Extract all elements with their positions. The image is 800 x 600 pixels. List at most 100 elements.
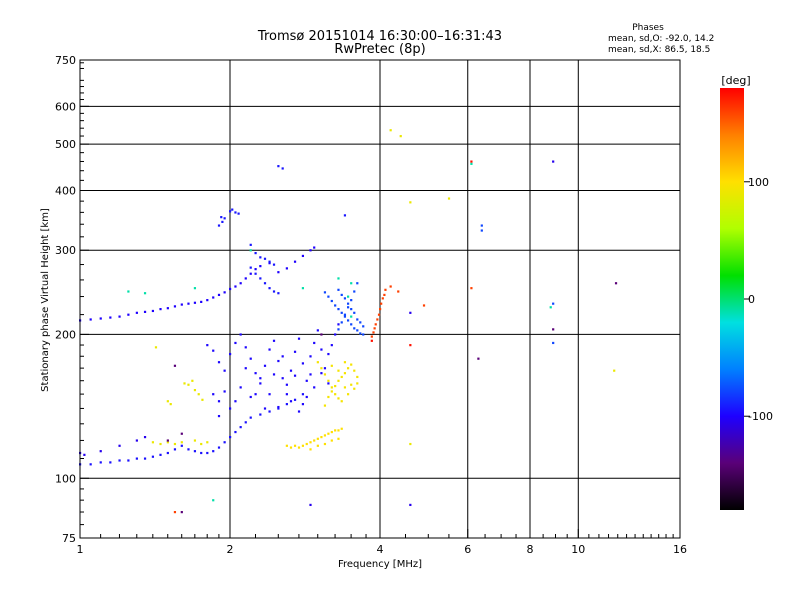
echo-point: [151, 441, 155, 444]
echo-point: [249, 395, 252, 399]
echo-point: [173, 448, 177, 451]
echo-point: [350, 282, 353, 285]
echo-point: [244, 277, 247, 280]
echo-point: [234, 400, 237, 403]
echo-point: [480, 229, 483, 232]
echo-point: [340, 321, 343, 324]
echo-point: [370, 335, 373, 338]
echo-point: [173, 511, 177, 514]
echo-point: [237, 212, 240, 215]
echo-point: [399, 135, 402, 138]
x-tick-label: 1: [77, 543, 84, 556]
echo-point: [289, 446, 293, 449]
echo-point: [613, 369, 616, 372]
echo-point: [234, 285, 237, 288]
echo-point: [277, 407, 280, 410]
echo-point: [353, 369, 356, 372]
echo-point: [268, 393, 271, 396]
echo-point: [330, 386, 333, 389]
echo-point: [200, 300, 203, 303]
echo-point: [212, 296, 215, 299]
echo-point: [330, 364, 333, 367]
echo-point: [377, 313, 381, 316]
echo-point: [381, 297, 384, 300]
echo-point: [320, 367, 323, 370]
echo-point: [272, 290, 276, 293]
echo-point: [159, 308, 162, 311]
echo-point: [99, 461, 102, 464]
echo-point: [259, 265, 262, 268]
echo-point: [334, 429, 337, 432]
echo-point: [301, 403, 305, 406]
echo-point: [353, 311, 356, 314]
echo-point: [187, 302, 190, 305]
y-tick-label: 500: [55, 138, 76, 151]
echo-point: [193, 439, 197, 442]
echo-point: [614, 282, 618, 285]
echo-point: [337, 379, 340, 382]
echo-point: [234, 341, 237, 345]
echo-point: [272, 263, 276, 266]
echo-point: [380, 302, 383, 305]
echo-point: [350, 383, 353, 386]
echo-point: [166, 451, 169, 455]
echo-point: [356, 318, 359, 321]
echo-point: [389, 129, 392, 132]
echo-point: [293, 444, 297, 447]
echo-point: [323, 404, 327, 407]
echo-point: [409, 201, 412, 204]
echo-point: [285, 267, 288, 270]
x-tick-label: 8: [527, 543, 534, 556]
echo-point: [334, 333, 337, 336]
colorbar-tick-label: 0: [748, 293, 755, 306]
echo-point: [206, 441, 209, 444]
echo-point: [206, 299, 209, 302]
echo-point: [343, 315, 347, 318]
echo-point: [356, 282, 359, 285]
echo-point: [350, 299, 353, 302]
echo-point: [99, 317, 102, 320]
echo-point: [297, 410, 301, 413]
echo-point: [229, 352, 232, 356]
echo-point: [166, 441, 169, 444]
echo-point: [217, 414, 221, 418]
echo-point: [552, 341, 555, 345]
echo-point: [180, 432, 183, 435]
echo-point: [313, 341, 316, 345]
echo-point: [346, 319, 350, 322]
echo-point: [327, 379, 330, 382]
echo-point: [281, 167, 284, 170]
y-tick-label: 100: [55, 472, 76, 485]
echo-point: [285, 444, 288, 447]
echo-point: [127, 459, 130, 462]
echo-point: [180, 444, 183, 447]
echo-point: [330, 430, 333, 434]
echo-point: [206, 344, 209, 347]
echo-point: [343, 313, 347, 316]
x-tick-label: 16: [673, 543, 687, 556]
x-tick-label: 6: [464, 543, 471, 556]
echo-point: [470, 160, 473, 163]
echo-point: [309, 503, 312, 507]
echo-point: [346, 306, 350, 309]
echo-point: [254, 268, 257, 271]
x-axis-label: Frequency [MHz]: [338, 559, 422, 570]
echo-point: [343, 361, 347, 364]
echo-point: [217, 293, 221, 297]
echo-point: [217, 446, 221, 449]
echo-point: [362, 325, 365, 328]
echo-point: [166, 439, 169, 442]
echo-point: [397, 290, 400, 293]
echo-point: [249, 243, 252, 246]
echo-point: [422, 304, 426, 307]
echo-point: [289, 369, 293, 372]
echo-point: [552, 160, 555, 163]
echo-point: [135, 311, 138, 314]
echo-point: [118, 315, 121, 318]
echo-point: [320, 435, 323, 439]
echo-point: [259, 413, 262, 416]
echo-point: [337, 323, 340, 326]
echo-point: [212, 450, 215, 453]
echo-point: [313, 246, 316, 249]
echo-point: [309, 441, 312, 444]
